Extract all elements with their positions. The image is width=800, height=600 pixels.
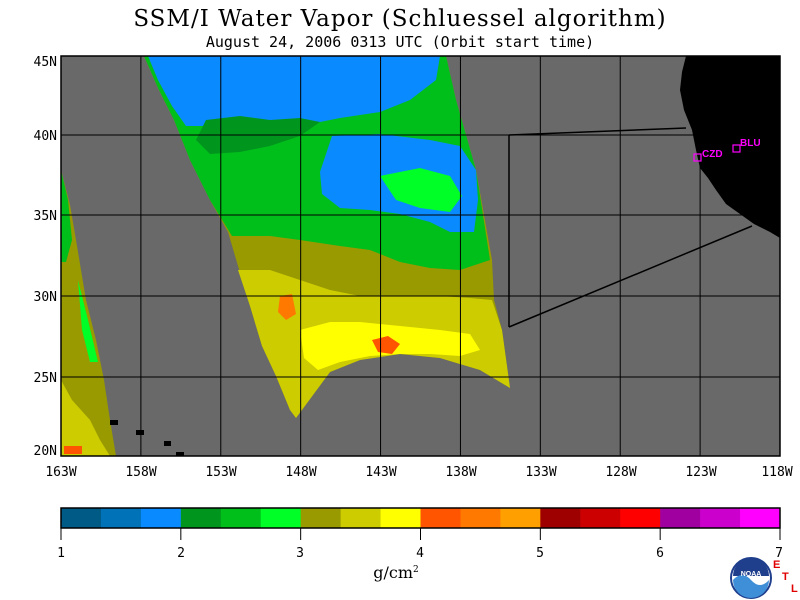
map-subtitle: August 24, 2006 0313 UTC (Orbit start ti… bbox=[205, 33, 595, 51]
colorbar-tick-label: 3 bbox=[296, 546, 304, 561]
west-swath-orange bbox=[64, 446, 82, 454]
station-blu-label: BLU bbox=[740, 138, 761, 149]
colorbar-swatch bbox=[500, 508, 541, 528]
island-maui bbox=[164, 441, 171, 446]
colorbar-ticks bbox=[60, 528, 781, 540]
etl-letter: L bbox=[791, 583, 798, 595]
noaa-logo: NOAA bbox=[730, 557, 772, 599]
etl-letter: T bbox=[782, 571, 789, 583]
station-czd-label: CZD bbox=[702, 149, 723, 160]
graticule bbox=[61, 56, 780, 456]
colorbar-swatch bbox=[700, 508, 741, 528]
colorbar-swatch bbox=[540, 508, 581, 528]
lat-label: 40N bbox=[34, 129, 57, 144]
latitude-labels: 45N 40N 35N 30N 25N 20N bbox=[34, 55, 57, 459]
island-hawaii bbox=[176, 452, 184, 456]
colorbar-tick-label: 2 bbox=[177, 546, 185, 561]
west-swath-green bbox=[61, 170, 72, 262]
lon-label: 143W bbox=[365, 465, 396, 480]
lat-label: 35N bbox=[34, 209, 57, 224]
lon-label: 133W bbox=[525, 465, 556, 480]
colorbar-tick-label: 6 bbox=[656, 546, 664, 561]
etl-logo: E T L bbox=[773, 559, 798, 595]
longitude-labels: 163W 158W 153W 148W 143W 138W 133W 128W … bbox=[45, 465, 792, 480]
colorbar-swatch bbox=[420, 508, 461, 528]
colorbar-swatch bbox=[300, 508, 342, 528]
map-border bbox=[60, 55, 781, 457]
island-oahu bbox=[136, 430, 144, 435]
colorbar-unit: g/cm2 bbox=[373, 563, 419, 582]
domain-boundary bbox=[508, 127, 753, 328]
noaa-logo-text: NOAA bbox=[741, 571, 762, 578]
land-mass bbox=[680, 56, 780, 238]
colorbar-swatch bbox=[220, 508, 262, 528]
colorbar-swatch bbox=[580, 508, 621, 528]
lon-label: 128W bbox=[605, 465, 636, 480]
lon-label: 163W bbox=[45, 465, 76, 480]
west-swath-yellow bbox=[61, 380, 110, 456]
lon-label: 138W bbox=[445, 465, 476, 480]
lon-label: 158W bbox=[125, 465, 156, 480]
station-czd-marker bbox=[693, 153, 702, 162]
lat-label: 25N bbox=[34, 371, 57, 386]
colorbar bbox=[61, 508, 781, 528]
etl-letter: E bbox=[773, 559, 780, 571]
island-kauai bbox=[110, 420, 118, 425]
colorbar-swatch bbox=[380, 508, 421, 528]
colorbar-swatch bbox=[460, 508, 501, 528]
colorbar-swatch bbox=[180, 508, 222, 528]
west-swath-green-2 bbox=[78, 280, 98, 362]
colorbar-tick-label: 7 bbox=[775, 546, 783, 561]
colorbar-swatch bbox=[100, 508, 142, 528]
colorbar-swatch bbox=[340, 508, 382, 528]
station-blu: BLU bbox=[732, 138, 761, 153]
colorbar-tick-label: 4 bbox=[416, 546, 424, 561]
colorbar-swatch bbox=[620, 508, 661, 528]
lon-label: 148W bbox=[285, 465, 316, 480]
colorbar-swatch bbox=[260, 508, 302, 528]
colorbar-tick-label: 5 bbox=[536, 546, 544, 561]
lat-label: 30N bbox=[34, 290, 57, 305]
colorbar-swatch bbox=[660, 508, 701, 528]
map-title: SSM/I Water Vapor (Schluessel algorithm) bbox=[133, 6, 667, 32]
lon-label: 118W bbox=[761, 465, 792, 480]
station-blu-marker bbox=[732, 144, 741, 153]
colorbar-tick-label: 1 bbox=[57, 546, 65, 561]
colorbar-labels: 1 2 3 4 5 6 7 bbox=[57, 546, 783, 561]
colorbar-swatch bbox=[740, 508, 781, 528]
colorbar-swatch bbox=[61, 508, 102, 528]
station-czd: CZD bbox=[693, 149, 723, 162]
lat-label: 45N bbox=[34, 55, 57, 70]
colorbar-swatch bbox=[140, 508, 182, 528]
west-swath bbox=[61, 170, 116, 456]
lon-label: 123W bbox=[685, 465, 716, 480]
lon-label: 153W bbox=[205, 465, 236, 480]
lat-label: 20N bbox=[34, 444, 57, 459]
